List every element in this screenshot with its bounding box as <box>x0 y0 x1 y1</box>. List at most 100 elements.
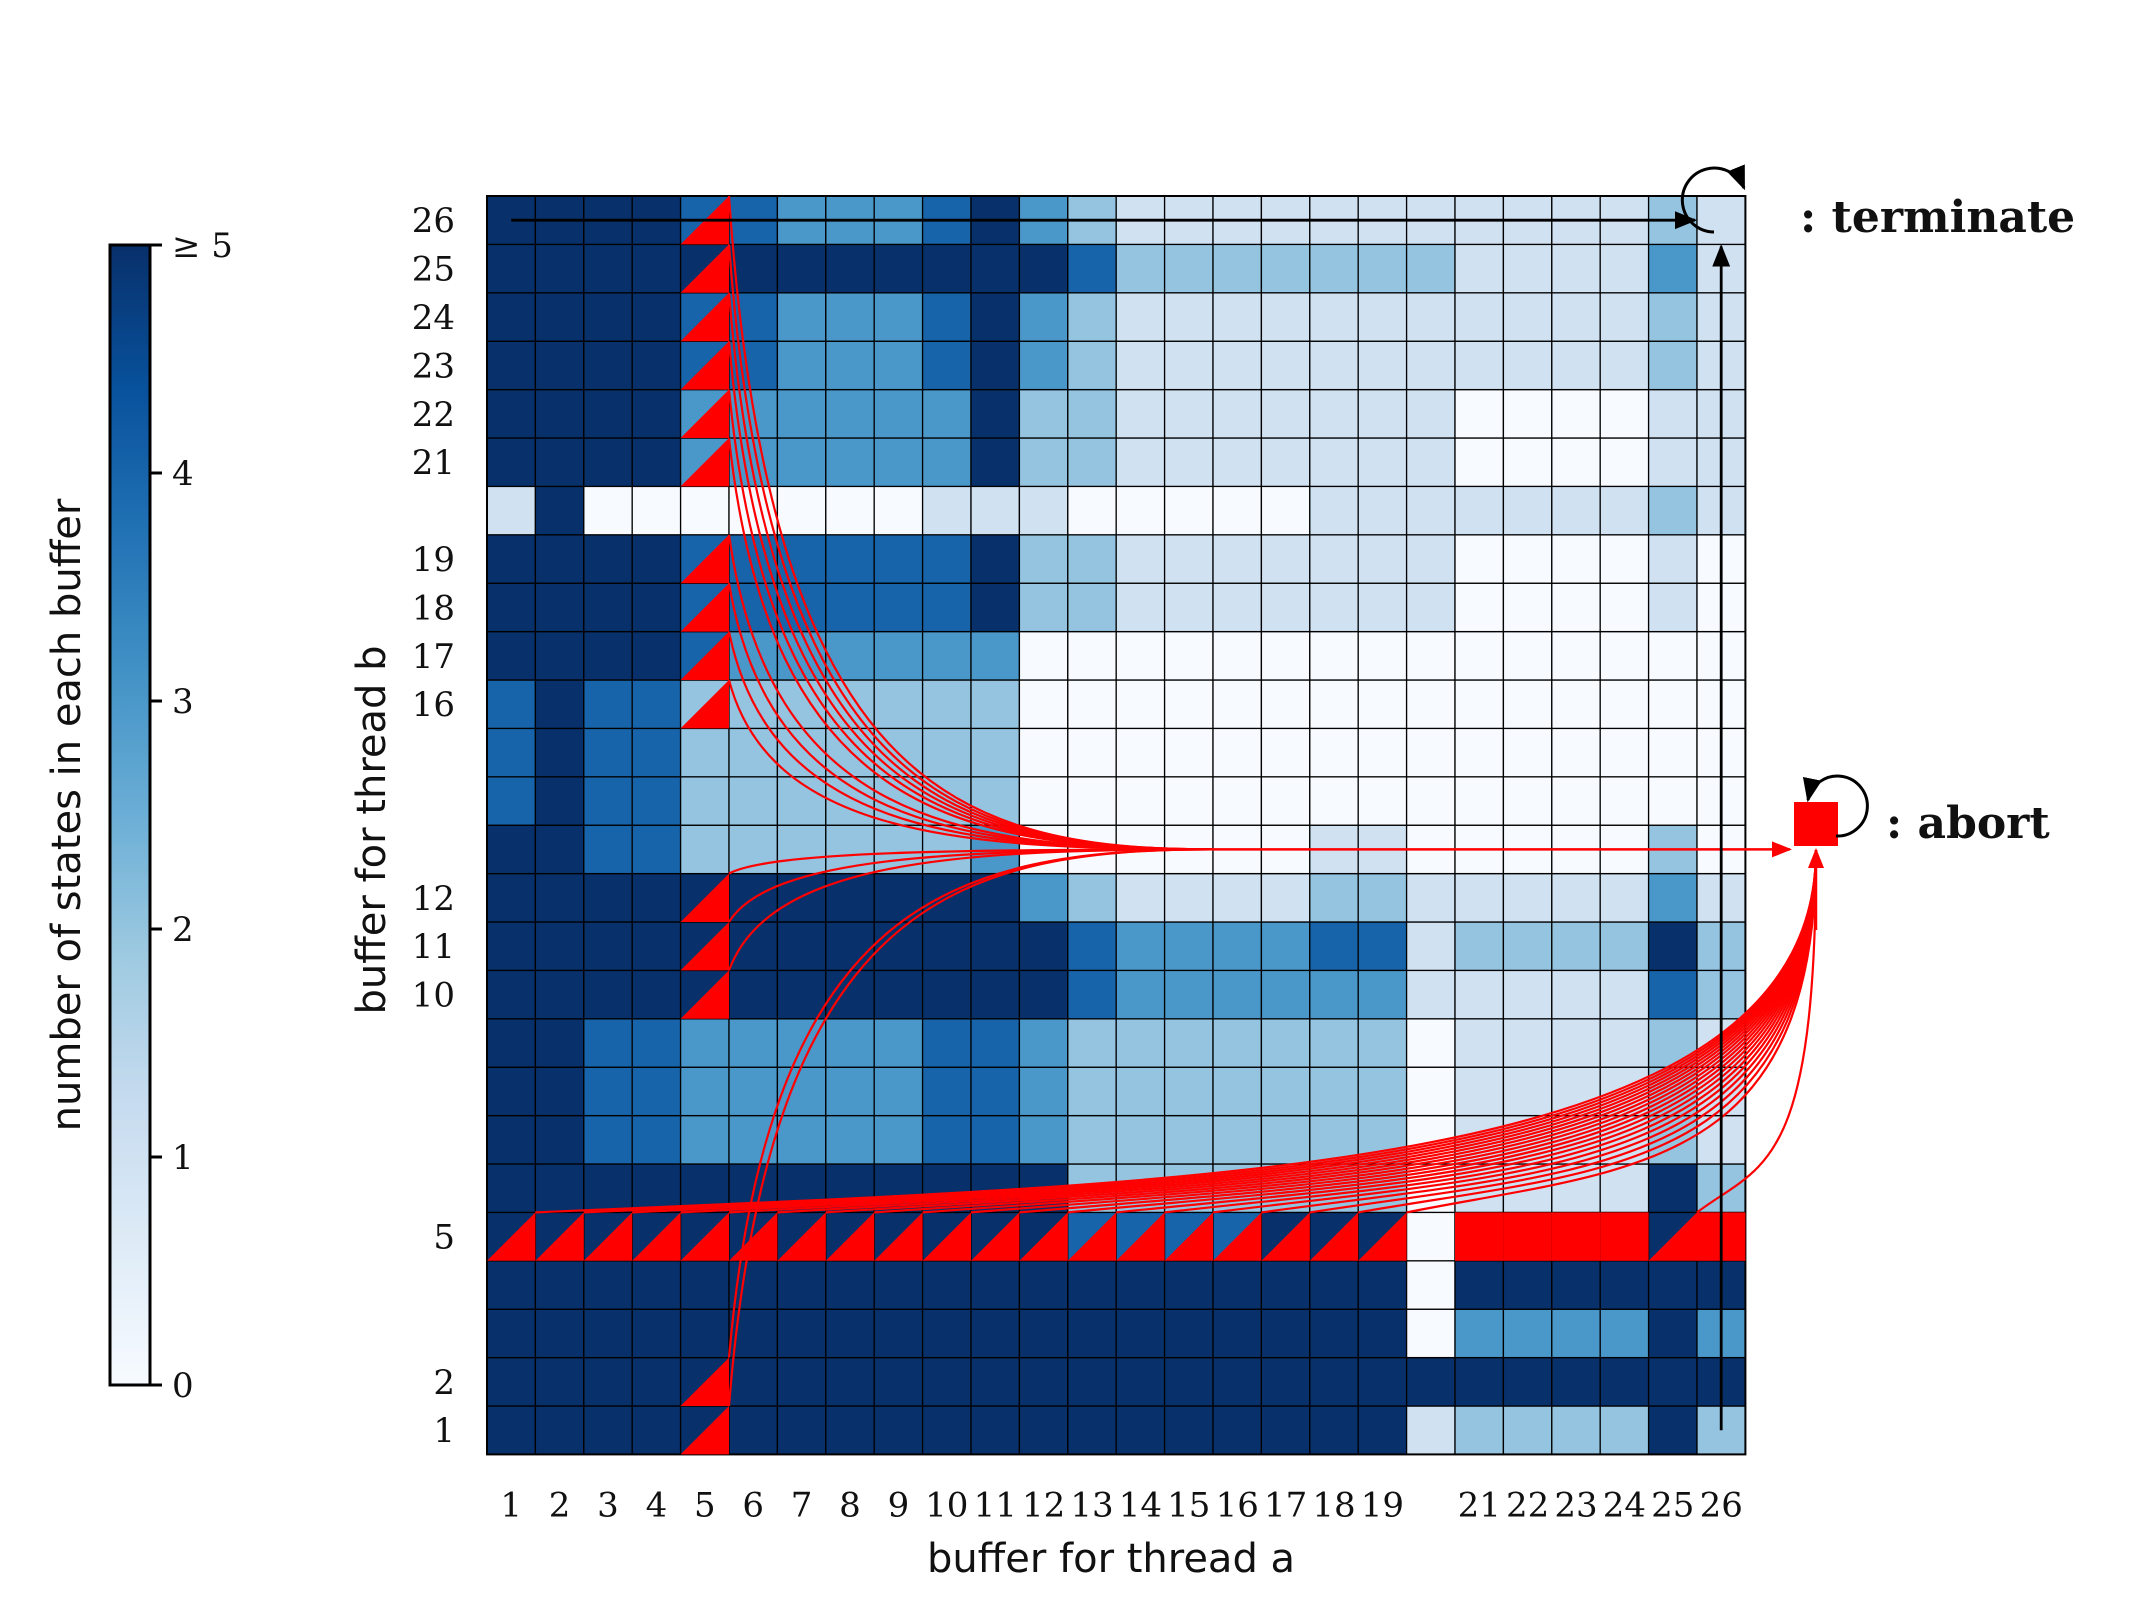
abort-cell-triangle <box>680 292 729 342</box>
heatmap-cell <box>1454 243 1505 294</box>
heatmap-cell <box>1454 630 1505 681</box>
heatmap-cell <box>1212 1114 1263 1165</box>
heatmap-cell <box>1454 388 1505 439</box>
y-tick-label: 12 <box>412 879 455 919</box>
heatmap-cell <box>1018 582 1069 633</box>
heatmap-cell <box>1018 630 1069 681</box>
heatmap-cell <box>583 243 633 294</box>
heatmap-cell <box>825 1018 875 1068</box>
heatmap-cell <box>873 679 924 730</box>
heatmap-cell <box>1502 340 1553 391</box>
heatmap-cell <box>1551 534 1601 584</box>
heatmap-cell <box>486 437 537 488</box>
heatmap-cell <box>1018 1018 1069 1068</box>
heatmap-cell <box>825 1356 875 1407</box>
x-tick-label: 26 <box>1700 1485 1743 1525</box>
heatmap-cell <box>1454 437 1505 488</box>
heatmap-cell <box>1551 630 1601 681</box>
heatmap-cell <box>583 340 633 391</box>
heatmap-cell <box>486 1163 537 1214</box>
heatmap-cell <box>1018 1308 1069 1359</box>
heatmap-cell <box>1599 872 1650 923</box>
heatmap-cell <box>1260 1308 1311 1359</box>
heatmap-cell <box>921 1308 972 1359</box>
heatmap-cell <box>583 1405 633 1456</box>
heatmap-cell <box>1454 679 1505 730</box>
heatmap-cell <box>631 1018 682 1068</box>
heatmap-cell <box>1309 292 1359 342</box>
heatmap-cell <box>1115 1356 1166 1407</box>
heatmap-cell <box>1405 630 1456 681</box>
heatmap-cell <box>1260 776 1311 826</box>
heatmap-cell <box>1067 1018 1117 1068</box>
heatmap-cell <box>1212 340 1263 391</box>
x-tick-label: 25 <box>1651 1485 1694 1525</box>
heatmap-cell <box>1018 1356 1069 1407</box>
heatmap-cell <box>1502 1405 1553 1456</box>
heatmap-cell <box>1212 727 1263 778</box>
heatmap-cell <box>921 292 972 342</box>
heatmap-cell <box>1163 292 1214 342</box>
heatmap-cell <box>583 1308 633 1359</box>
abort-cell-triangle <box>825 1212 875 1261</box>
heatmap-cell <box>1405 727 1456 778</box>
heatmap-cell <box>825 1114 875 1165</box>
heatmap-cell <box>921 1260 972 1310</box>
heatmap-cell <box>1357 1260 1408 1310</box>
heatmap-cell <box>631 1114 682 1165</box>
heatmap-cell <box>970 1114 1021 1165</box>
heatmap-cell <box>583 679 633 730</box>
heatmap-cell <box>1309 1405 1359 1456</box>
heatmap-cell <box>1502 679 1553 730</box>
heatmap-cell <box>583 534 633 584</box>
heatmap-cell <box>1212 582 1263 633</box>
heatmap-cell <box>1551 1260 1601 1310</box>
heatmap-cell <box>1405 679 1456 730</box>
heatmap-cell <box>1260 1066 1311 1117</box>
heatmap-cell <box>534 1066 585 1117</box>
heatmap-cell <box>534 340 585 391</box>
heatmap-cell <box>1357 1018 1408 1068</box>
heatmap-cell <box>1067 727 1117 778</box>
abort-transition <box>727 848 1214 1358</box>
heatmap-cell <box>1454 727 1505 778</box>
heatmap-cell <box>1357 243 1408 294</box>
heatmap-cell <box>679 1308 730 1359</box>
abort-cell-triangle <box>680 922 729 971</box>
heatmap-cell <box>728 921 779 972</box>
heatmap-cell <box>1309 776 1359 826</box>
colorbar-tick-label: 1 <box>172 1138 194 1178</box>
heatmap-cell <box>1212 776 1263 826</box>
y-tick-label: 5 <box>433 1218 455 1258</box>
heatmap-cell <box>1502 921 1553 972</box>
heatmap-cell <box>1163 1018 1214 1068</box>
heatmap-cell <box>1647 388 1698 439</box>
heatmap-cell <box>970 582 1021 633</box>
colorbar-tick-label: ≥ 5 <box>172 226 233 266</box>
heatmap-cell <box>583 824 633 875</box>
heatmap-cell <box>679 1114 730 1165</box>
heatmap-cell <box>1647 727 1698 778</box>
heatmap-cell <box>631 1405 682 1456</box>
heatmap-cell <box>776 872 827 923</box>
heatmap-cell <box>776 921 827 972</box>
heatmap-cell <box>583 582 633 633</box>
heatmap-cell <box>1212 485 1263 536</box>
heatmap-cell <box>631 534 682 584</box>
heatmap-cell <box>921 1114 972 1165</box>
heatmap-cell <box>1018 727 1069 778</box>
heatmap-cell <box>970 872 1021 923</box>
heatmap-cell <box>583 1356 633 1407</box>
heatmap-cell <box>1309 243 1359 294</box>
heatmap-cell <box>921 340 972 391</box>
heatmap-cell <box>1599 727 1650 778</box>
x-tick-label: 18 <box>1312 1485 1355 1525</box>
heatmap-cell <box>1260 388 1311 439</box>
heatmap-cell <box>1163 388 1214 439</box>
abort-transition <box>632 849 1818 1214</box>
heatmap-cell <box>1647 437 1698 488</box>
y-tick-label: 25 <box>412 250 455 290</box>
heatmap-cell <box>1067 872 1117 923</box>
heatmap-cell <box>1163 727 1214 778</box>
